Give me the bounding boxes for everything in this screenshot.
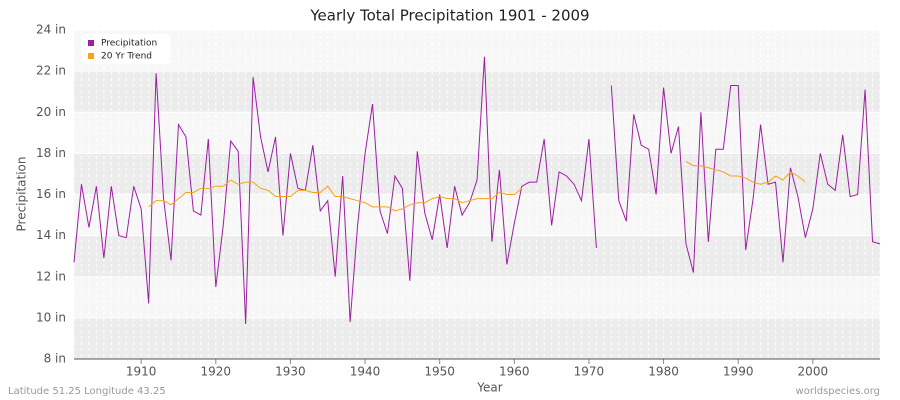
x-tick-label: 1990 xyxy=(723,365,754,379)
x-tick-label: 1910 xyxy=(126,365,157,379)
x-tick-label: 1930 xyxy=(275,365,306,379)
footer-right: worldspecies.org xyxy=(796,386,880,397)
y-tick-label: 14 in xyxy=(36,228,66,242)
legend: Precipitation 20 Yr Trend xyxy=(88,39,157,62)
legend-swatch xyxy=(88,40,94,46)
legend-box xyxy=(82,34,170,64)
y-tick-label: 22 in xyxy=(36,64,66,78)
legend-label: Precipitation xyxy=(101,39,157,49)
marks xyxy=(73,56,881,325)
x-tick-label: 1980 xyxy=(648,365,679,379)
y-tick-label: 10 in xyxy=(36,310,66,324)
y-tick-label: 24 in xyxy=(36,23,66,37)
legend-label: 20 Yr Trend xyxy=(101,52,152,62)
y-tick-label: 16 in xyxy=(36,187,66,201)
series-line xyxy=(73,56,881,325)
x-tick-label: 1920 xyxy=(201,365,232,379)
series-line xyxy=(148,161,806,212)
legend-swatch xyxy=(88,53,94,59)
y-tick-label: 8 in xyxy=(44,352,66,366)
x-tick-label: 1950 xyxy=(424,365,455,379)
chart-title: Yearly Total Precipitation 1901 - 2009 xyxy=(309,7,589,25)
x-axis-label: Year xyxy=(476,381,502,395)
x-tick-label: 1940 xyxy=(350,365,381,379)
x-tick-label: 1960 xyxy=(499,365,530,379)
y-tick-label: 12 in xyxy=(36,269,66,283)
y-axis-label: Precipitation xyxy=(15,156,29,231)
y-tick-label: 18 in xyxy=(36,146,66,160)
x-tick-label: 1970 xyxy=(574,365,605,379)
y-tick-label: 20 in xyxy=(36,105,66,119)
footer-left: Latitude 51.25 Longitude 43.25 xyxy=(8,386,166,397)
x-tick-label: 2000 xyxy=(798,365,829,379)
